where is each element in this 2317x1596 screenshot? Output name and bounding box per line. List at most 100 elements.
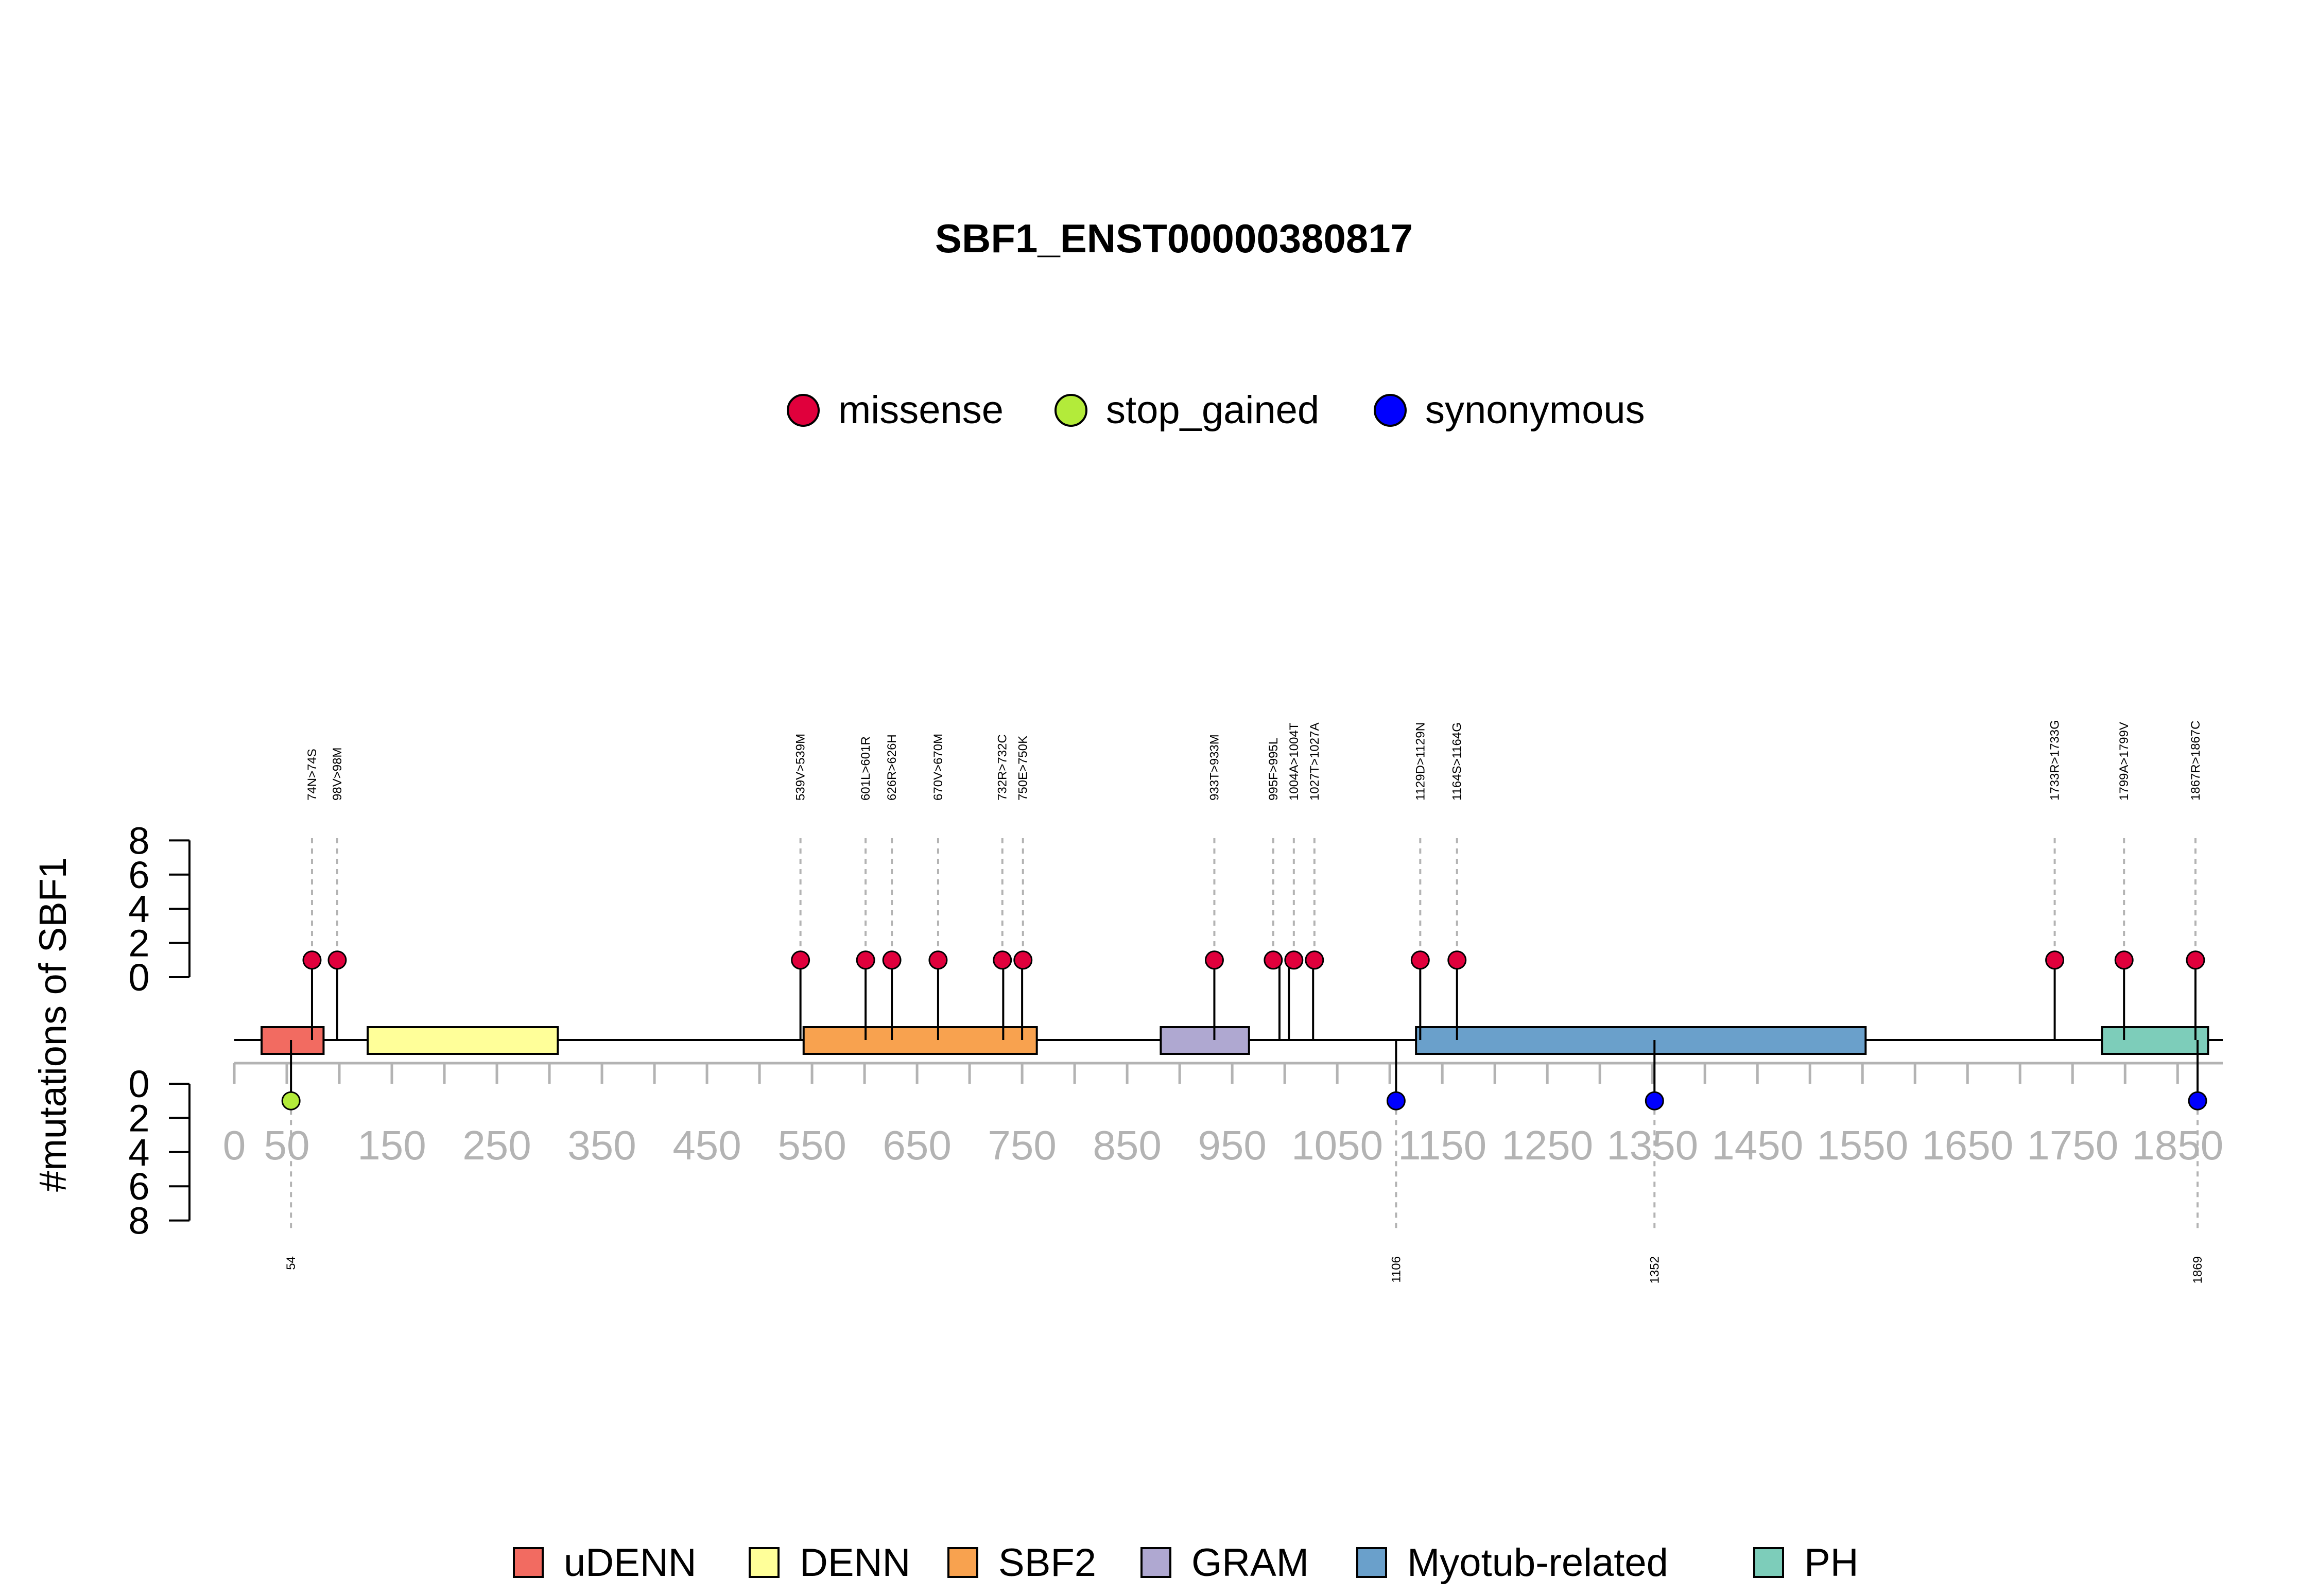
- mutation-head: [1204, 950, 1224, 970]
- x-tick-label: 1150: [1398, 1122, 1486, 1168]
- mutation-label: 933T>933M: [1207, 734, 1221, 801]
- x-tick-label: 350: [567, 1122, 636, 1168]
- mutation-head: [1013, 950, 1033, 970]
- upper-y-tick-label: 2: [128, 922, 149, 965]
- domain-gram: [1160, 1026, 1250, 1055]
- lower-y-tick-label: 8: [128, 1200, 149, 1242]
- domain-ph: [2101, 1026, 2209, 1055]
- domain-legend-swatch: [1753, 1547, 1784, 1578]
- domain-legend-label: GRAM: [1191, 1541, 1309, 1585]
- mutation-label: 995F>995L: [1267, 738, 1281, 801]
- lower-y-tick-label: 6: [128, 1165, 149, 1208]
- mutation-label: 601L>601R: [859, 736, 873, 801]
- domain-legend-swatch: [947, 1547, 978, 1578]
- x-tick-label: 50: [264, 1122, 310, 1168]
- x-tick-label: 650: [883, 1122, 951, 1168]
- legend-label: synonymous: [1425, 388, 1645, 432]
- mutation-head: [2186, 950, 2205, 970]
- x-tick-label: 0: [223, 1122, 246, 1168]
- upper-y-tick-label: 4: [128, 888, 149, 930]
- mutation-head: [928, 950, 948, 970]
- mutation-stem: [1312, 960, 1316, 1040]
- mutation-label: 1129D>1129N: [1413, 722, 1427, 801]
- mutation-label: 54: [284, 1256, 298, 1270]
- domain-legend-swatch: [1140, 1547, 1171, 1578]
- x-tick-label: 750: [988, 1122, 1056, 1168]
- y-axis-label: #mutations of SBF1: [31, 857, 74, 1192]
- mutation-head: [2114, 950, 2134, 970]
- lower-y-tick-label: 0: [128, 1063, 149, 1105]
- x-tick-label: 1750: [2027, 1122, 2118, 1168]
- x-tick-label: 1350: [1606, 1122, 1698, 1168]
- mutation-label: 732R>732C: [996, 734, 1010, 801]
- mutation-stem: [1021, 960, 1024, 1040]
- mutation-label: 1164S>1164G: [1450, 722, 1464, 801]
- x-tick-label: 950: [1198, 1122, 1266, 1168]
- mutation-stem: [1001, 960, 1005, 1040]
- mutation-head: [791, 950, 810, 970]
- mutation-label: 74N>74S: [305, 749, 319, 801]
- domain-legend-swatch: [513, 1547, 544, 1578]
- mutation-head: [2045, 950, 2065, 970]
- upper-y-tick-label: 0: [128, 956, 149, 999]
- domain-legend-label: PH: [1804, 1541, 1859, 1585]
- mutation-label: 1004A>1004T: [1287, 722, 1301, 801]
- mutation-head: [882, 950, 902, 970]
- mutation-label: 670V>670M: [931, 734, 945, 801]
- domain-udenn: [261, 1026, 325, 1055]
- x-tick-label: 1450: [1711, 1122, 1803, 1168]
- mutation-head: [993, 950, 1012, 970]
- mutation-label: 626R>626H: [885, 734, 899, 801]
- legend-marker: [787, 394, 820, 427]
- mutation-head: [1284, 950, 1304, 970]
- mutation-head: [1386, 1091, 1406, 1111]
- legend-label: stop_gained: [1106, 388, 1319, 432]
- mutation-head: [1447, 950, 1467, 970]
- domain-sbf2: [802, 1026, 1038, 1055]
- domain-legend-label: DENN: [800, 1541, 910, 1585]
- mutation-head: [281, 1091, 301, 1111]
- mutation-label: 98V>98M: [331, 748, 344, 801]
- mutation-head: [327, 950, 347, 970]
- mutation-label: 1352: [1648, 1256, 1662, 1283]
- domain-legend-label: SBF2: [998, 1541, 1096, 1585]
- x-tick-label: 850: [1093, 1122, 1161, 1168]
- mutation-label: 750E>750K: [1016, 736, 1030, 801]
- x-tick-label: 1850: [2132, 1122, 2223, 1168]
- x-tick-label: 250: [462, 1122, 531, 1168]
- legend-marker: [1374, 394, 1407, 427]
- domain-legend-swatch: [1356, 1547, 1387, 1578]
- lower-y-tick-label: 4: [128, 1131, 149, 1174]
- upper-y-tick-label: 8: [128, 819, 149, 862]
- x-tick-label: 450: [672, 1122, 741, 1168]
- mutation-head: [1645, 1091, 1664, 1111]
- mutation-stem: [1288, 959, 1295, 1040]
- mutation-head: [1305, 950, 1324, 970]
- upper-y-tick-label: 6: [128, 854, 149, 896]
- x-tick-label: 1550: [1817, 1122, 1908, 1168]
- mutation-label: 1799A>1799V: [2117, 722, 2131, 801]
- mutation-label: 1867R>1867C: [2189, 721, 2203, 801]
- chart-title: SBF1_ENST00000380817: [935, 216, 1413, 261]
- mutation-label: 539V>539M: [794, 734, 808, 801]
- lower-y-tick-label: 2: [128, 1097, 149, 1139]
- x-tick-label: 1650: [1922, 1122, 2013, 1168]
- mutation-label: 1733R>1733G: [2048, 720, 2062, 801]
- domain-legend-label: Myotub-related: [1407, 1541, 1668, 1585]
- mutation-stem: [1272, 959, 1281, 1040]
- mutation-head: [856, 950, 875, 970]
- legend-marker: [1054, 394, 1087, 427]
- x-tick-label: 550: [777, 1122, 846, 1168]
- domain-legend-swatch: [749, 1547, 780, 1578]
- mutation-label: 1027T>1027A: [1308, 723, 1322, 801]
- mutation-head: [302, 950, 322, 970]
- domain-myotub-related: [1415, 1026, 1867, 1055]
- mutation-legend: missense stop_gained synonymous: [787, 388, 1645, 432]
- mutation-label: 1869: [2191, 1256, 2205, 1283]
- domain-denn: [367, 1026, 559, 1055]
- mutation-label: 1106: [1389, 1256, 1403, 1283]
- legend-label: missense: [838, 388, 1004, 432]
- mutation-head: [2188, 1091, 2207, 1111]
